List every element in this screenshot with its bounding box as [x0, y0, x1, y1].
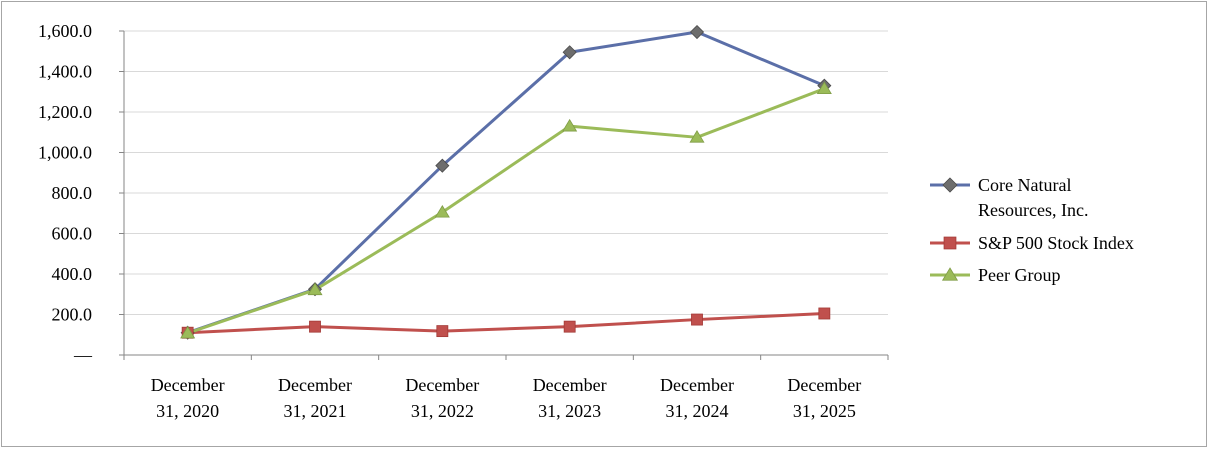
x-tick-label: December 31, 2023 [533, 375, 607, 421]
series-point-diamond [689, 24, 705, 40]
y-tick-label: 400.0 [52, 264, 93, 284]
y-tick-label: 600.0 [52, 224, 93, 244]
series-point-square [436, 325, 449, 338]
y-tick-label: 800.0 [52, 183, 93, 203]
series-point-triangle [941, 267, 959, 281]
series-point-diamond [435, 158, 450, 173]
legend-label: Peer Group [978, 265, 1060, 285]
series-point-triangle [180, 325, 196, 339]
series-point-triangle [434, 204, 450, 218]
y-tick-label: 1,200.0 [38, 102, 92, 122]
x-tick-label: December 31, 2022 [405, 375, 479, 421]
y-tick-label: 200.0 [52, 305, 93, 325]
legend-label: Core Natural Resources, Inc. [978, 175, 1088, 220]
x-tick-label: December 31, 2021 [278, 375, 352, 421]
x-tick-label: December 31, 2024 [660, 375, 734, 421]
series-line-1 [187, 311, 825, 335]
x-tick-label: December 31, 2020 [151, 375, 225, 421]
y-tick-label: 1,400.0 [38, 62, 92, 82]
x-tick-label: December 31, 2025 [787, 375, 861, 421]
series-point-square [309, 320, 321, 333]
y-tick-label: 1,600.0 [38, 21, 92, 41]
series-point-square [943, 236, 957, 250]
legend-label: S&P 500 Stock Index [978, 233, 1134, 253]
y-tick-label: 1,000.0 [38, 143, 92, 163]
series-point-diamond [562, 45, 577, 60]
series-point-triangle [816, 81, 832, 94]
series-point-diamond [942, 177, 958, 193]
series-line-0 [187, 30, 825, 335]
series-point-triangle [562, 118, 578, 132]
series-point-square [818, 307, 831, 320]
series-point-triangle [689, 130, 705, 143]
series-line-2 [187, 87, 825, 335]
series-point-triangle [307, 282, 323, 296]
series-point-square [691, 313, 703, 326]
series-point-square [563, 320, 576, 333]
y-tick-label: — [73, 345, 93, 365]
